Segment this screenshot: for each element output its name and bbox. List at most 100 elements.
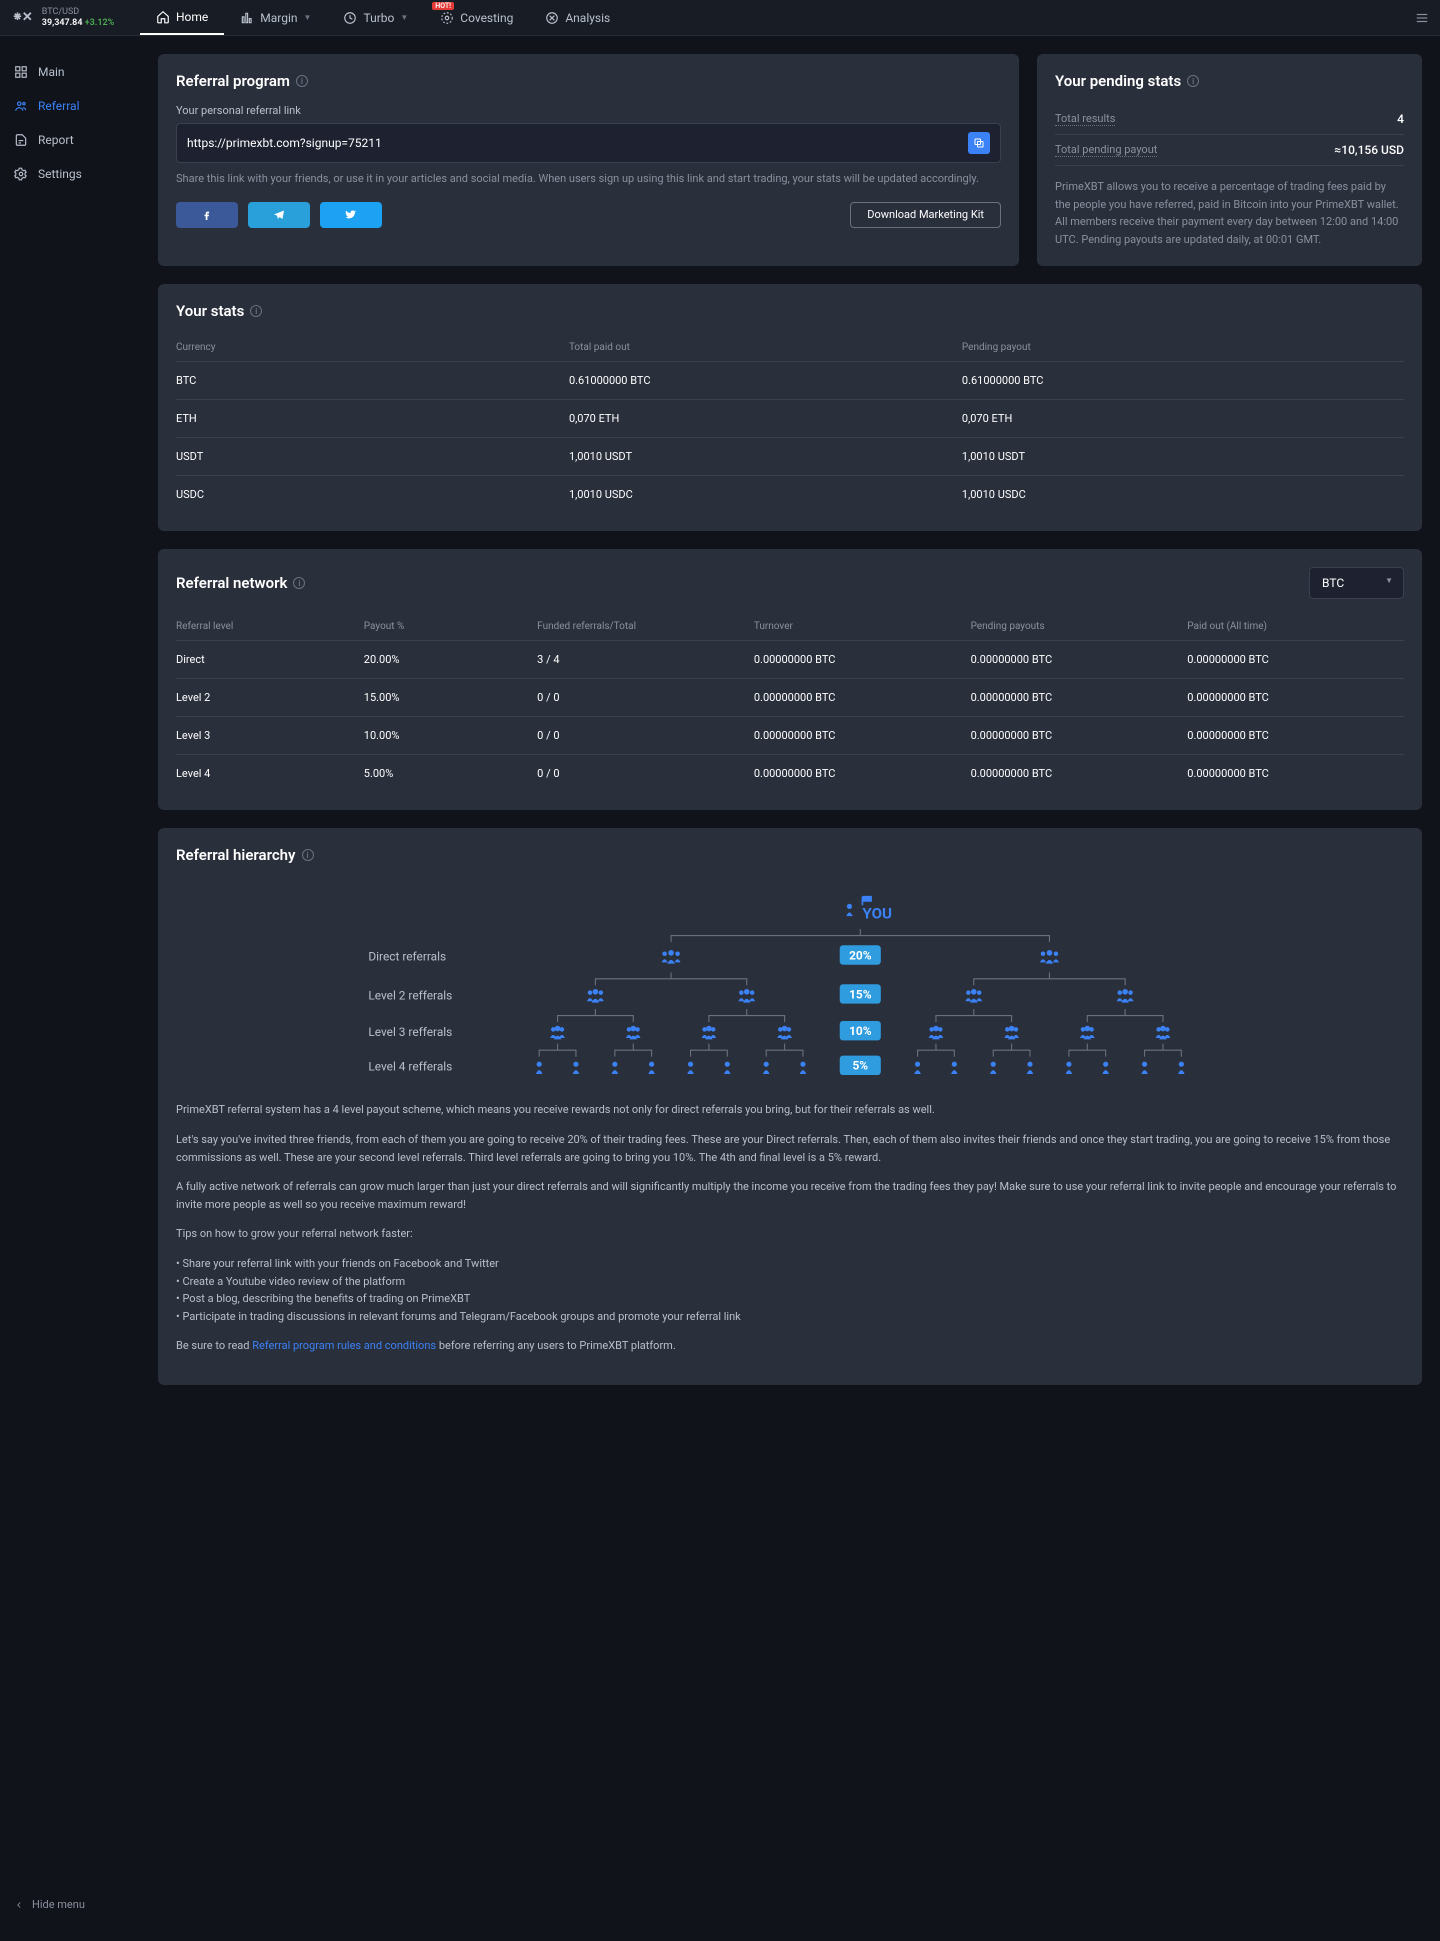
nav-home[interactable]: Home (140, 0, 224, 35)
table-row: BTC0.61000000 BTC0.61000000 BTC (176, 362, 1404, 400)
table-header: Pending payout (962, 334, 1404, 362)
tip-item: • Participate in trading discussions in … (176, 1308, 1404, 1326)
nav-covesting[interactable]: HOT!Covesting (424, 0, 529, 35)
nav-icon (156, 10, 170, 24)
copy-button[interactable] (968, 132, 990, 154)
svg-text:10%: 10% (849, 1024, 872, 1038)
link-label: Your personal referral link (176, 104, 1001, 117)
table-row: Level 310.00%0 / 00.00000000 BTC0.000000… (176, 717, 1404, 755)
referral-network-title: Referral network (176, 574, 287, 592)
table-header: Turnover (754, 613, 971, 641)
logo-area: ⁕✕ BTC/USD 39,347.84 +3.12% (0, 7, 140, 29)
ticker: BTC/USD 39,347.84 +3.12% (42, 7, 114, 29)
nav-turbo[interactable]: Turbo ▼ (327, 0, 424, 35)
nav-icon (440, 11, 454, 25)
nav-label: Turbo (363, 11, 394, 25)
sidebar-label: Referral (38, 99, 80, 113)
table-row: Level 215.00%0 / 00.00000000 BTC0.000000… (176, 679, 1404, 717)
your-stats-card: Your stats i CurrencyTotal paid outPendi… (158, 284, 1422, 531)
referral-hierarchy-title: Referral hierarchy (176, 846, 296, 864)
referral-link[interactable]: https://primexbt.com?signup=75211 (187, 136, 968, 150)
sidebar-label: Report (38, 133, 74, 147)
pending-description: PrimeXBT allows you to receive a percent… (1055, 178, 1404, 248)
share-description: Share this link with your friends, or us… (176, 171, 1001, 188)
sidebar-label: Main (38, 65, 65, 79)
pending-payout-label: Total pending payout (1055, 143, 1157, 157)
tip-item: • Share your referral link with your fri… (176, 1255, 1404, 1273)
your-stats-title: Your stats (176, 302, 244, 320)
hierarchy-desc-3: A fully active network of referrals can … (176, 1178, 1404, 1213)
currency-select[interactable]: BTC (1309, 567, 1404, 599)
ticker-pair: BTC/USD (42, 7, 114, 18)
sidebar-item-referral[interactable]: Referral (0, 89, 140, 123)
table-header: Paid out (All time) (1187, 613, 1404, 641)
pending-stats-title: Your pending stats (1055, 72, 1181, 90)
referral-network-card: Referral network i BTC Referral levelPay… (158, 549, 1422, 810)
main-content: Referral program i Your personal referra… (140, 36, 1440, 1941)
nav-label: Margin (260, 11, 297, 25)
sidebar-item-report[interactable]: Report (0, 123, 140, 157)
share-row: Download Marketing Kit (176, 202, 1001, 228)
sidebar-item-main[interactable]: Main (0, 55, 140, 89)
pending-payout-value: ≈10,156 USD (1334, 143, 1404, 157)
sidebar: Main Referral Report Settings Hide menu (0, 0, 140, 1941)
svg-text:Direct referrals: Direct referrals (368, 950, 446, 964)
nav-margin[interactable]: Margin ▼ (224, 0, 327, 35)
svg-text:Level 2 refferals: Level 2 refferals (368, 989, 452, 1003)
ticker-change: +3.12% (85, 18, 115, 28)
sidebar-item-settings[interactable]: Settings (0, 157, 140, 191)
rules-link[interactable]: Referral program rules and conditions (252, 1339, 436, 1352)
sidebar-label: Settings (38, 167, 82, 181)
total-results-value: 4 (1397, 112, 1404, 126)
hierarchy-diagram: YOU20%Direct referrals15%Level 2 reffera… (176, 888, 1404, 1088)
svg-text:Level 4 refferals: Level 4 refferals (368, 1060, 452, 1074)
total-results-label: Total results (1055, 112, 1115, 126)
hierarchy-desc-2: Let's say you've invited three friends, … (176, 1131, 1404, 1166)
info-icon[interactable]: i (1187, 75, 1199, 87)
info-icon[interactable]: i (250, 305, 262, 317)
table-header: Referral level (176, 613, 364, 641)
nav-icon (343, 11, 357, 25)
rules-text: Be sure to read Referral program rules a… (176, 1337, 1404, 1355)
nav-label: Home (176, 10, 208, 24)
info-icon[interactable]: i (302, 849, 314, 861)
card-title: Referral program i (176, 72, 1001, 90)
tip-item: • Create a Youtube video review of the p… (176, 1273, 1404, 1291)
table-row: USDT1,0010 USDT1,0010 USDT (176, 438, 1404, 476)
twitter-share-button[interactable] (320, 202, 382, 228)
nav-icon (545, 11, 559, 25)
pending-stats-card: Your pending stats i Total results 4 Tot… (1037, 54, 1422, 266)
facebook-share-button[interactable] (176, 202, 238, 228)
svg-text:Level 3 refferals: Level 3 refferals (368, 1025, 452, 1039)
table-row: ETH0,070 ETH0,070 ETH (176, 400, 1404, 438)
table-header: Funded referrals/Total (537, 613, 754, 641)
nav-icon (240, 11, 254, 25)
sidebar-icon (14, 99, 28, 113)
your-stats-table: CurrencyTotal paid outPending payout BTC… (176, 334, 1404, 513)
telegram-share-button[interactable] (248, 202, 310, 228)
nav-analysis[interactable]: Analysis (529, 0, 626, 35)
svg-text:15%: 15% (849, 988, 872, 1002)
hide-menu-label: Hide menu (32, 1898, 85, 1911)
menu-button[interactable] (1404, 0, 1440, 36)
info-icon[interactable]: i (293, 577, 305, 589)
table-header: Pending payouts (971, 613, 1188, 641)
svg-text:20%: 20% (849, 949, 872, 963)
referral-link-box: https://primexbt.com?signup=75211 (176, 123, 1001, 163)
svg-text:5%: 5% (852, 1059, 868, 1073)
chevron-down-icon: ▼ (304, 13, 312, 22)
tips-list: • Share your referral link with your fri… (176, 1255, 1404, 1325)
info-icon[interactable]: i (296, 75, 308, 87)
hot-badge: HOT! (432, 2, 454, 10)
table-header: Currency (176, 334, 569, 362)
referral-hierarchy-card: Referral hierarchy i YOU20%Direct referr… (158, 828, 1422, 1385)
referral-program-title: Referral program (176, 72, 290, 90)
ticker-price: 39,347.84 (42, 18, 83, 28)
table-header: Payout % (364, 613, 537, 641)
top-bar: ⁕✕ BTC/USD 39,347.84 +3.12% HomeMargin▼T… (0, 0, 1440, 36)
tip-item: • Post a blog, describing the benefits o… (176, 1290, 1404, 1308)
download-kit-button[interactable]: Download Marketing Kit (850, 202, 1001, 228)
hide-menu-button[interactable]: Hide menu (0, 1888, 140, 1921)
nav-label: Analysis (565, 11, 610, 25)
chevron-down-icon: ▼ (400, 13, 408, 22)
